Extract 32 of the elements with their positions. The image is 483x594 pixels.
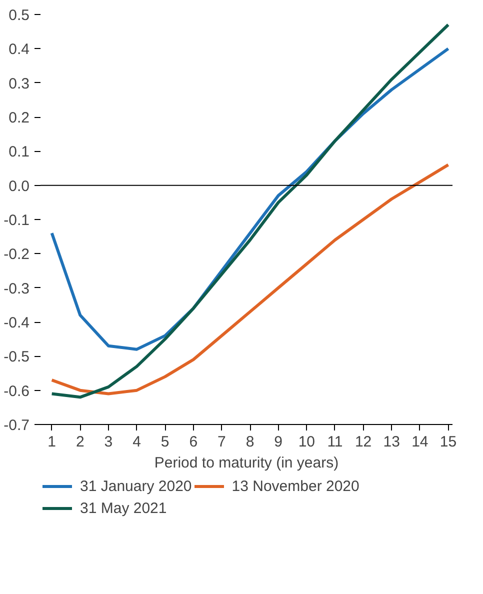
x-tick-label: 2 [76,434,84,450]
x-tick-label: 7 [218,434,226,450]
x-tick-label: 13 [383,434,400,450]
y-tick-label: 0.0 [8,178,30,195]
legend-label: 13 November 2020 [232,478,360,494]
y-tick-label: -0.2 [4,246,30,264]
x-tick-label: 8 [246,434,254,450]
x-tick-label: 6 [189,434,198,450]
x-tick-label: 15 [440,434,457,450]
y-tick-label: 0.5 [8,7,30,24]
x-tick-label: 9 [274,434,283,450]
legend-label: 31 January 2020 [80,478,192,494]
x-tick-label: 14 [412,434,428,450]
x-tick-label: 3 [104,434,113,450]
x-tick-label: 1 [48,434,56,450]
legend-label: 31 May 2021 [80,500,167,516]
y-tick-label: -0.5 [4,348,30,366]
y-tick-label: 0.3 [8,75,30,92]
y-tick-label: 0.2 [8,110,30,126]
x-tick-label: 10 [298,434,316,450]
y-tick-label: -0.1 [4,212,30,229]
x-tick-label: 11 [327,434,343,450]
x-tick-label: 5 [160,434,170,450]
y-tick-label: -0.7 [4,417,30,434]
y-tick-label: -0.3 [4,280,30,298]
x-tick-label: 4 [132,434,141,450]
y-tick-label: -0.4 [4,314,30,332]
x-axis-title: Period to maturity (in years) [154,454,339,472]
y-tick-label: 0.4 [8,41,30,58]
y-tick-label: 0.1 [8,144,30,161]
y-tick-label: -0.6 [4,382,30,400]
x-tick-label: 12 [354,434,372,450]
